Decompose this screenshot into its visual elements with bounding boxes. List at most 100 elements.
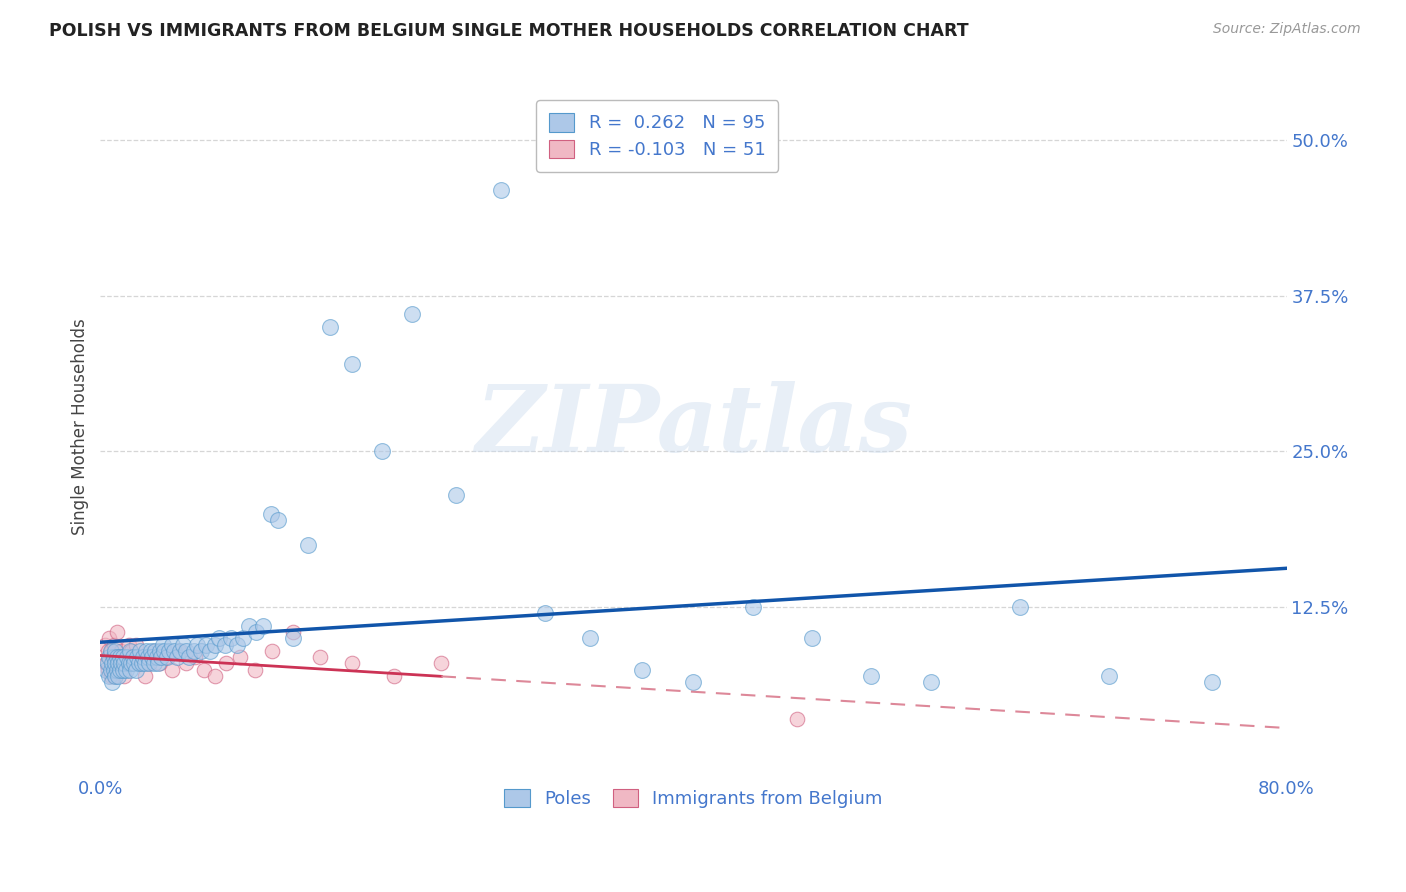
Point xyxy=(142,644,165,658)
Point xyxy=(114,657,136,671)
Point xyxy=(430,657,453,671)
Point xyxy=(111,650,134,665)
Point xyxy=(96,663,118,677)
Point xyxy=(193,663,215,677)
Point xyxy=(115,650,138,665)
Point xyxy=(186,638,208,652)
Point xyxy=(860,669,883,683)
Point xyxy=(101,675,124,690)
Point xyxy=(342,357,364,371)
Point xyxy=(125,663,148,677)
Point xyxy=(111,663,134,677)
Point xyxy=(104,657,127,671)
Point xyxy=(166,650,188,665)
Point xyxy=(741,600,763,615)
Point xyxy=(176,657,198,671)
Point xyxy=(100,644,122,658)
Point xyxy=(190,644,212,658)
Point xyxy=(148,657,170,671)
Point xyxy=(117,638,139,652)
Point xyxy=(97,657,120,671)
Point xyxy=(98,650,121,665)
Point xyxy=(104,669,127,683)
Point xyxy=(131,657,153,671)
Point xyxy=(160,663,183,677)
Point xyxy=(260,507,283,521)
Point xyxy=(129,644,152,658)
Point xyxy=(149,644,172,658)
Point xyxy=(179,650,201,665)
Point xyxy=(138,657,160,671)
Point xyxy=(112,669,135,683)
Point xyxy=(152,638,174,652)
Point xyxy=(118,657,141,671)
Point xyxy=(122,650,145,665)
Point xyxy=(153,644,176,658)
Point xyxy=(342,657,364,671)
Point xyxy=(243,663,266,677)
Point xyxy=(110,657,132,671)
Point xyxy=(682,675,704,690)
Point xyxy=(97,663,120,677)
Point xyxy=(204,638,226,652)
Point xyxy=(1008,600,1031,615)
Point xyxy=(107,657,129,671)
Point xyxy=(184,650,207,665)
Point xyxy=(534,607,557,621)
Point xyxy=(94,638,117,652)
Y-axis label: Single Mother Households: Single Mother Households xyxy=(72,318,89,535)
Text: POLISH VS IMMIGRANTS FROM BELGIUM SINGLE MOTHER HOUSEHOLDS CORRELATION CHART: POLISH VS IMMIGRANTS FROM BELGIUM SINGLE… xyxy=(49,22,969,40)
Point xyxy=(143,644,166,658)
Point xyxy=(262,644,284,658)
Point xyxy=(96,657,118,671)
Point xyxy=(131,650,153,665)
Point xyxy=(110,644,132,658)
Point xyxy=(103,669,125,683)
Point xyxy=(98,669,121,683)
Point xyxy=(149,657,172,671)
Point xyxy=(371,444,394,458)
Point xyxy=(142,657,165,671)
Point xyxy=(97,644,120,658)
Point xyxy=(108,650,131,665)
Point xyxy=(229,650,252,665)
Point xyxy=(112,657,135,671)
Point xyxy=(297,538,319,552)
Point xyxy=(198,644,221,658)
Point xyxy=(444,488,467,502)
Point xyxy=(128,657,150,671)
Point xyxy=(208,632,231,646)
Point xyxy=(163,644,186,658)
Point xyxy=(101,663,124,677)
Point xyxy=(138,657,160,671)
Point xyxy=(104,657,127,671)
Point xyxy=(801,632,824,646)
Point xyxy=(183,644,205,658)
Point xyxy=(103,650,125,665)
Point xyxy=(139,644,162,658)
Point xyxy=(107,669,129,683)
Point xyxy=(101,650,124,665)
Point xyxy=(252,619,274,633)
Point xyxy=(156,650,179,665)
Point xyxy=(920,675,942,690)
Point xyxy=(136,650,159,665)
Point xyxy=(214,638,236,652)
Point xyxy=(105,663,128,677)
Point xyxy=(155,650,177,665)
Point xyxy=(104,644,127,658)
Point xyxy=(1201,675,1223,690)
Point xyxy=(98,650,121,665)
Point xyxy=(104,650,127,665)
Point xyxy=(169,644,191,658)
Point xyxy=(134,657,156,671)
Point xyxy=(267,513,290,527)
Point xyxy=(125,638,148,652)
Point xyxy=(108,663,131,677)
Point xyxy=(145,650,167,665)
Point xyxy=(281,632,304,646)
Point xyxy=(578,632,600,646)
Point xyxy=(134,669,156,683)
Point xyxy=(100,644,122,658)
Point xyxy=(132,650,155,665)
